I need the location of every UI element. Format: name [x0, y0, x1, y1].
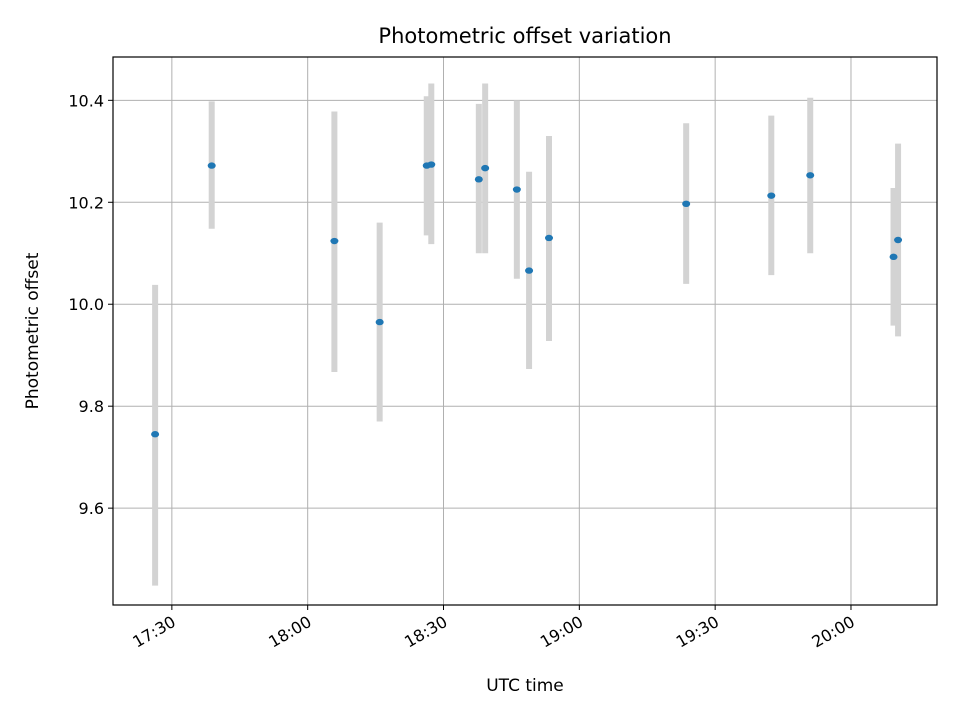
y-tick-label: 9.8: [79, 397, 104, 416]
x-tick-label: 18:00: [265, 612, 314, 652]
y-axis-ticks: 9.6 9.8 10.0 10.2 10.4: [68, 91, 113, 518]
data-point: [330, 237, 339, 245]
chart-title: Photometric offset variation: [378, 24, 671, 48]
error-bars: [152, 83, 902, 586]
data-point: [544, 234, 553, 242]
data-point: [151, 431, 160, 438]
x-tick-label: 17:30: [129, 612, 178, 652]
y-axis-label: Photometric offset: [23, 252, 43, 409]
data-point: [682, 200, 691, 208]
data-point: [889, 253, 898, 261]
data-point: [525, 267, 534, 274]
data-point: [512, 186, 521, 193]
y-tick-label: 10.0: [68, 295, 104, 314]
x-axis-label: UTC time: [486, 676, 564, 696]
data-point: [375, 318, 384, 326]
x-tick-label: 19:30: [673, 612, 722, 652]
data-point: [207, 162, 216, 169]
data-point: [894, 236, 903, 244]
data-point: [427, 161, 436, 168]
plot-frame: [112, 56, 938, 606]
x-axis-ticks: 17:30 18:00 18:30 19:00 19:30 20:00: [129, 605, 858, 652]
x-tick-label: 20:00: [809, 612, 858, 652]
x-tick-label: 19:00: [537, 612, 586, 652]
data-point: [474, 176, 483, 183]
x-tick-label: 18:30: [401, 612, 450, 652]
grid: [113, 57, 937, 605]
data-point: [481, 164, 490, 172]
y-tick-label: 10.2: [68, 193, 104, 212]
data-point: [806, 172, 815, 179]
y-tick-label: 10.4: [68, 91, 104, 110]
y-tick-label: 9.6: [79, 499, 104, 518]
data-points: [151, 161, 903, 438]
data-point: [767, 192, 776, 199]
